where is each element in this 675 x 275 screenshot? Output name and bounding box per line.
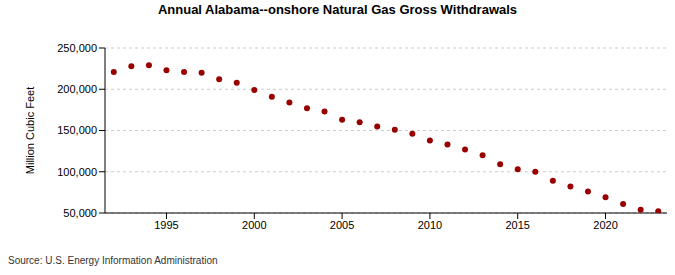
svg-text:2015: 2015 xyxy=(505,219,529,231)
svg-text:Million Cubic Feet: Million Cubic Feet xyxy=(24,87,36,174)
svg-text:2005: 2005 xyxy=(330,219,354,231)
svg-text:2020: 2020 xyxy=(593,219,617,231)
svg-text:150,000: 150,000 xyxy=(57,124,97,136)
svg-text:50,000: 50,000 xyxy=(63,207,97,219)
svg-text:1995: 1995 xyxy=(154,219,178,231)
html-text:Annual Alabama--onshore Natura: Annual Alabama--onshore Natural Gas Gros… xyxy=(157,2,518,17)
svg-text:2000: 2000 xyxy=(242,219,266,231)
svg-text:100,000: 100,000 xyxy=(57,166,97,178)
html-text:Source: U.S. Energy Informatio: Source: U.S. Energy Information Administ… xyxy=(8,255,218,266)
svg-text:250,000: 250,000 xyxy=(57,42,97,54)
svg-text:2010: 2010 xyxy=(418,219,442,231)
svg-text:200,000: 200,000 xyxy=(57,83,97,95)
